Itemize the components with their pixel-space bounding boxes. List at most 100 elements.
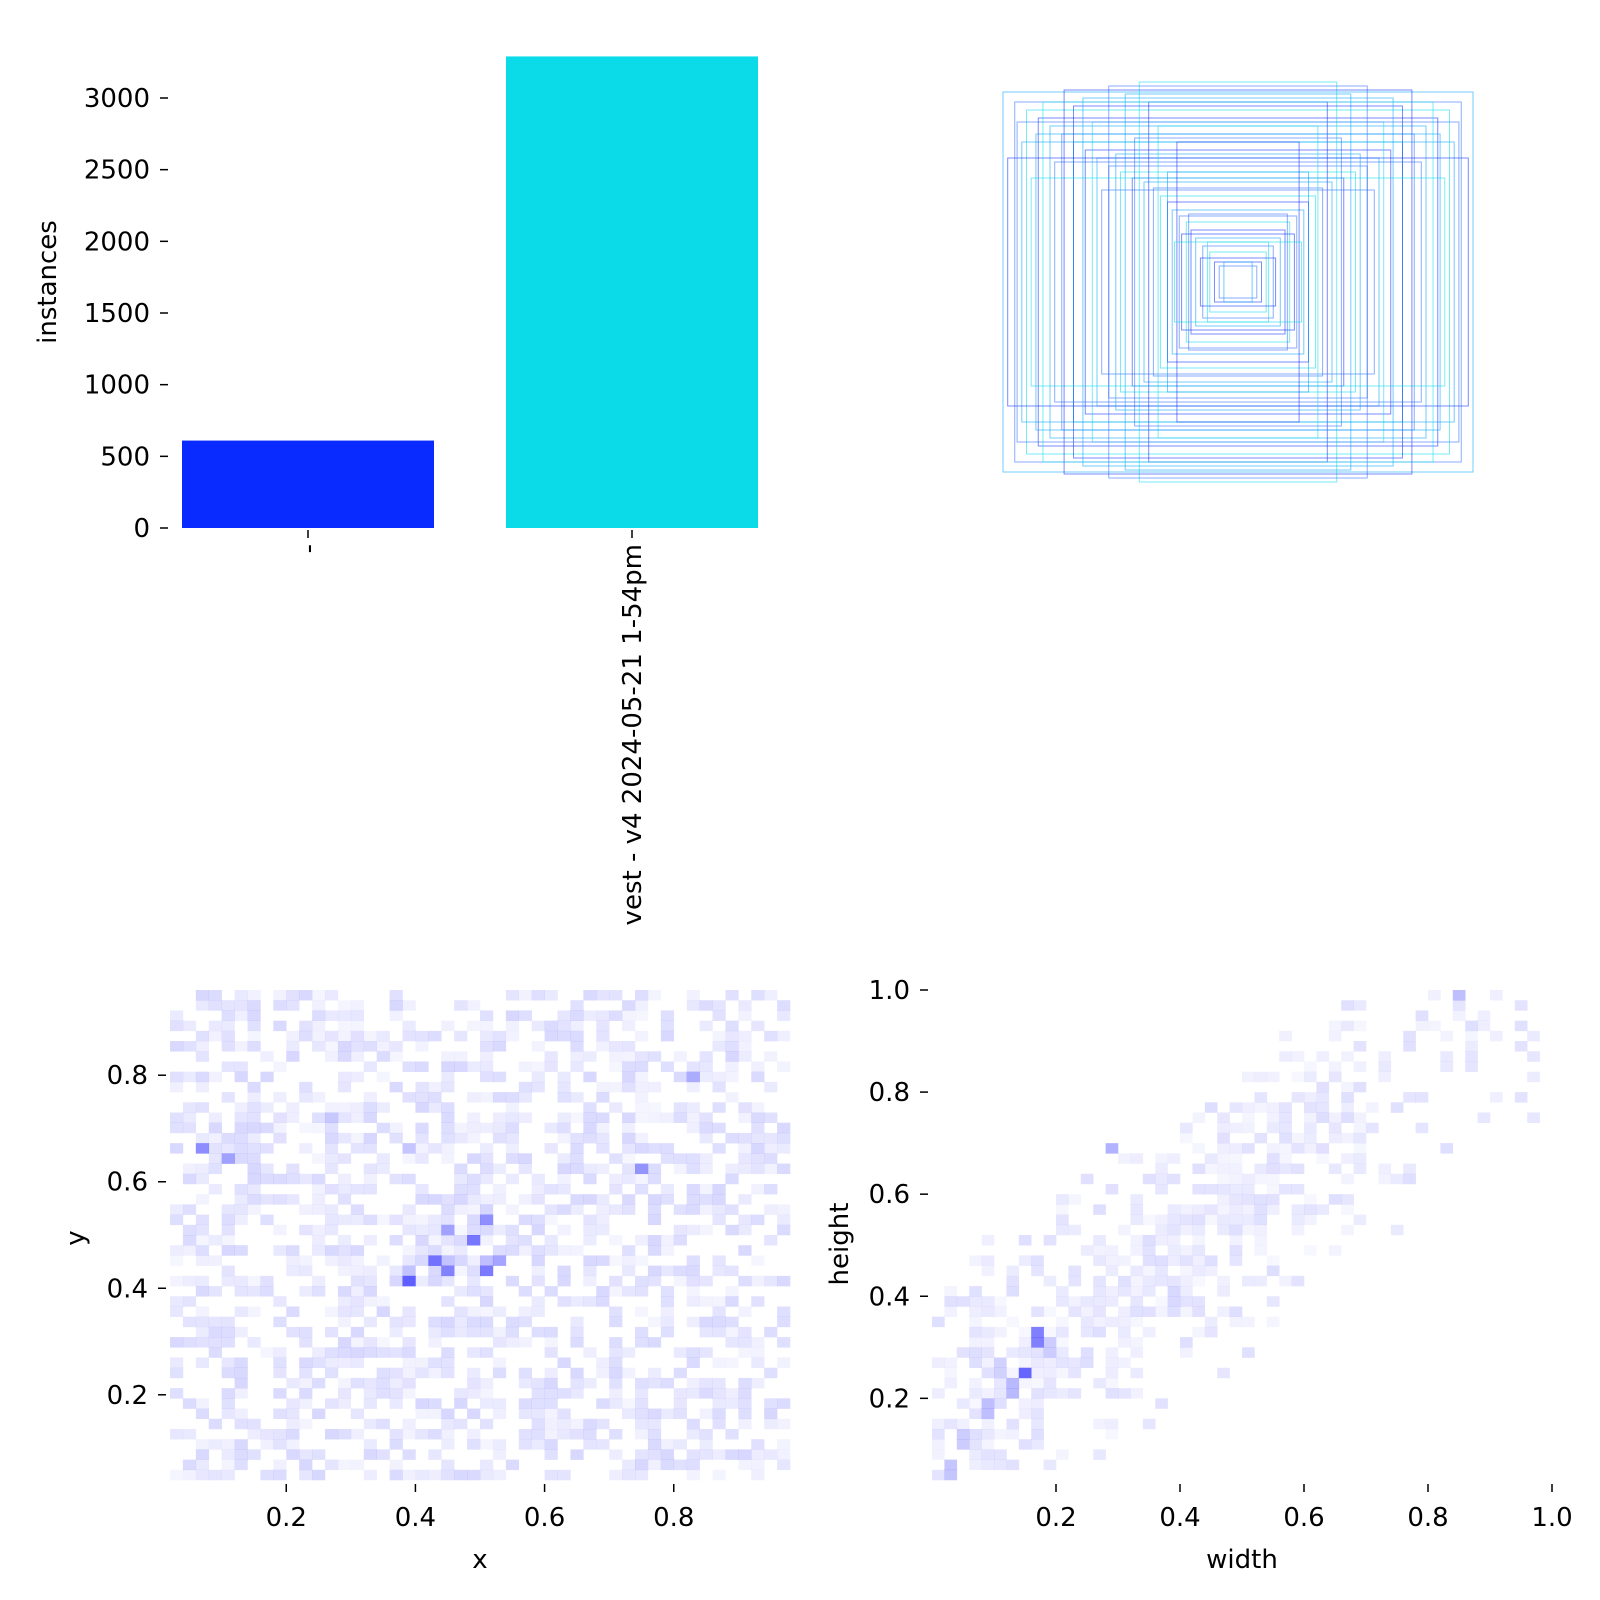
heat-cell xyxy=(518,1408,532,1420)
heat-cell xyxy=(622,1367,636,1379)
heat-cell xyxy=(1291,1163,1305,1175)
heat-cell xyxy=(260,1286,274,1297)
heat-cell xyxy=(1428,990,1441,1001)
heat-cell xyxy=(609,1173,623,1185)
heat-cell xyxy=(182,1071,197,1083)
heat-cell xyxy=(1093,1316,1106,1328)
heat-cell xyxy=(635,1092,649,1103)
heat-cell xyxy=(221,1316,235,1328)
heat-cell xyxy=(712,1102,726,1113)
heat-cell xyxy=(195,1030,210,1042)
heat-cell xyxy=(492,1041,507,1052)
heat-cell xyxy=(170,1010,184,1021)
heat-cell xyxy=(1105,1183,1119,1195)
heat-cell xyxy=(1106,1429,1119,1440)
heat-cell xyxy=(583,1255,597,1266)
heat-cell xyxy=(221,1030,235,1042)
heat-cell xyxy=(1167,1204,1181,1215)
heat-cell xyxy=(1514,1092,1528,1103)
heat-cell xyxy=(1341,1132,1354,1144)
heat-cell xyxy=(622,1265,636,1277)
heat-cell xyxy=(1192,1326,1206,1338)
heat-cell xyxy=(492,1367,507,1379)
heat-cell xyxy=(389,1265,403,1277)
heat-cell xyxy=(1229,1235,1243,1246)
heat-cell xyxy=(480,1255,494,1266)
heat-cell xyxy=(1254,1275,1268,1287)
heat-cell xyxy=(777,1000,791,1011)
heat-cell xyxy=(596,1132,610,1144)
heat-cell xyxy=(480,1173,494,1185)
heat-cell xyxy=(505,1010,520,1021)
heat-cell xyxy=(570,1153,584,1164)
heat-cell xyxy=(195,990,210,1001)
heat-cell xyxy=(738,1459,752,1471)
heat-cell xyxy=(596,1020,610,1032)
heat-cell xyxy=(1279,1030,1292,1042)
heat-cell xyxy=(994,1326,1007,1338)
heat-cell xyxy=(350,1204,365,1215)
heat-cell xyxy=(531,990,545,1001)
heat-cell xyxy=(221,1265,235,1277)
heat-cell xyxy=(208,1337,222,1348)
heat-cell xyxy=(1204,1326,1218,1338)
heat-cell xyxy=(454,1225,467,1236)
heat-cell xyxy=(1267,1255,1280,1266)
heat-cell xyxy=(350,1000,365,1011)
heat-cell xyxy=(234,1010,248,1021)
heat-cell xyxy=(182,1173,197,1185)
heat-cell xyxy=(622,1204,636,1215)
heat-cell xyxy=(325,1459,339,1471)
heat-cell xyxy=(712,1041,726,1052)
heat-cell xyxy=(1254,1245,1268,1256)
heat-cell xyxy=(376,1449,390,1460)
heat-cell xyxy=(1118,1326,1131,1338)
heat-cell xyxy=(544,1286,558,1297)
heat-cell xyxy=(531,1194,545,1205)
heat-cell xyxy=(221,1275,235,1287)
bar-y-tick-label-2: 1000 xyxy=(84,371,150,401)
heat-cell xyxy=(170,1255,183,1266)
heat-cell xyxy=(467,1194,481,1205)
heat-cell xyxy=(956,1418,970,1430)
heat-cell xyxy=(686,1418,700,1430)
heat-cell xyxy=(583,1224,597,1236)
heat-cell xyxy=(647,1081,662,1093)
heat-cell xyxy=(699,1183,713,1195)
heat-cell xyxy=(402,1316,416,1328)
heat-cell xyxy=(247,1449,261,1460)
heat-cell xyxy=(325,1367,339,1379)
heat-cell xyxy=(1328,1163,1342,1175)
heat-cell xyxy=(647,1173,662,1185)
heat-cell xyxy=(609,1357,623,1369)
heat-cell xyxy=(312,1153,326,1164)
heat-cell xyxy=(1031,1357,1044,1369)
heat-cell xyxy=(1217,1194,1230,1205)
heat-cell xyxy=(596,1224,610,1236)
heat-cell xyxy=(389,1377,403,1389)
heat-cell xyxy=(1180,1266,1193,1277)
heat-cell xyxy=(981,1428,995,1440)
heat-cell xyxy=(635,1051,649,1062)
heat-cell xyxy=(764,1398,778,1409)
heat-cell xyxy=(299,1459,313,1471)
heat-cell xyxy=(777,1398,791,1409)
heat-cell xyxy=(570,1143,584,1154)
heat-cell xyxy=(1192,1183,1206,1195)
wh-x-axis: 0.2 0.4 0.6 0.8 1.0 xyxy=(1035,1484,1573,1533)
heat-cell xyxy=(518,1112,532,1124)
heat-cell xyxy=(182,1235,197,1246)
wh-yaxis-tick-label-2: 0.6 xyxy=(869,1180,910,1210)
heat-cell xyxy=(544,1439,558,1450)
heat-cell xyxy=(170,1204,184,1215)
heat-cell xyxy=(350,1183,365,1195)
heat-cell xyxy=(673,1102,687,1113)
heat-cell xyxy=(1328,1132,1342,1144)
heat-cell xyxy=(415,1143,429,1154)
heat-cell xyxy=(402,1000,416,1011)
heat-cell xyxy=(1217,1306,1230,1317)
heat-cell xyxy=(557,1224,571,1236)
heat-cell xyxy=(337,1357,352,1369)
heat-cell xyxy=(1328,1030,1342,1042)
heat-cell xyxy=(337,1306,352,1317)
